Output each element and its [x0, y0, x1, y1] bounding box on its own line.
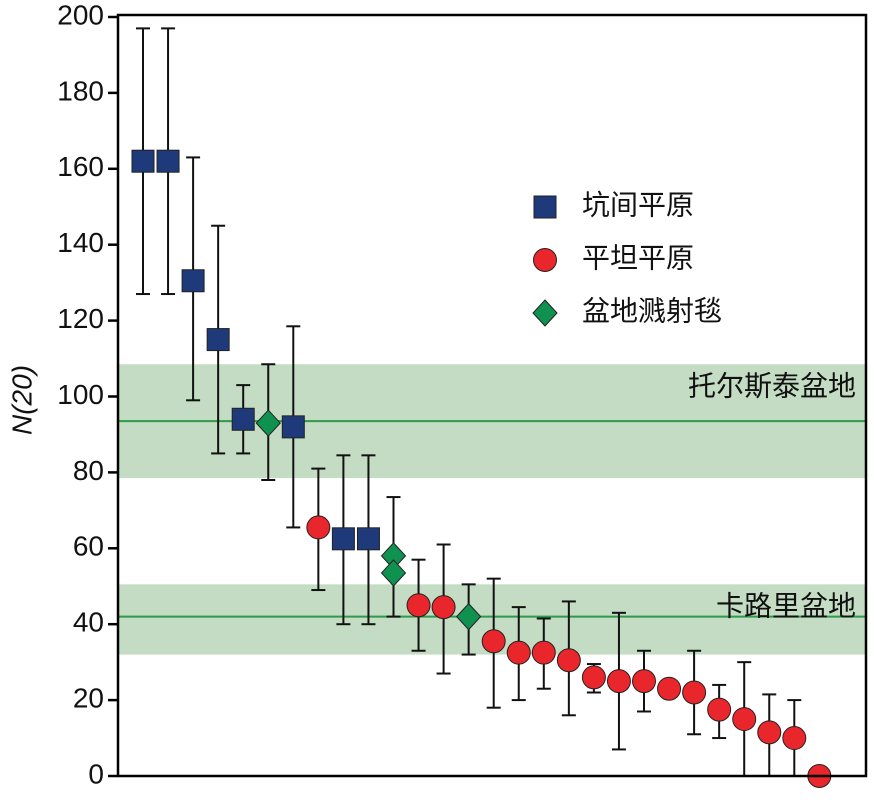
point [431, 595, 456, 620]
point [531, 640, 556, 665]
y-tick-label: 60 [73, 531, 104, 562]
legend-label: 平坦平原 [582, 242, 694, 273]
point [131, 149, 155, 173]
point [406, 593, 431, 618]
band-label: 卡路里盆地 [716, 591, 856, 622]
point [757, 720, 782, 745]
point [331, 527, 355, 551]
legend-label: 盆地溅射毯 [582, 295, 722, 326]
y-tick-label: 180 [57, 75, 104, 106]
legend-marker [532, 299, 558, 327]
legend-label: 坑间平原 [582, 189, 694, 220]
legend-marker [533, 195, 557, 219]
plot-frame [116, 13, 868, 778]
point [657, 676, 682, 701]
y-tick-label: 160 [57, 151, 104, 182]
y-tick-label: 100 [57, 379, 104, 410]
point [506, 640, 531, 665]
point [556, 648, 581, 673]
point [356, 527, 380, 551]
point [782, 726, 807, 751]
y-tick-label: 20 [73, 682, 104, 713]
y-axis-label: N(20) [6, 365, 37, 435]
point [481, 629, 506, 654]
point [306, 515, 331, 540]
band-label: 托尔斯泰盆地 [688, 371, 856, 402]
point [707, 697, 732, 722]
point [255, 409, 281, 437]
y-tick-label: 40 [73, 607, 104, 638]
point [682, 680, 707, 705]
point [606, 669, 631, 694]
point [281, 415, 305, 439]
point [181, 269, 205, 293]
y-tick-label: 120 [57, 303, 104, 334]
point [455, 602, 482, 631]
point [581, 665, 606, 690]
point [156, 149, 180, 173]
y-tick-label: 80 [73, 455, 104, 486]
legend-marker [533, 248, 557, 272]
point [231, 407, 255, 431]
y-tick-label: 0 [88, 758, 104, 789]
point [632, 669, 656, 694]
point [380, 559, 407, 587]
y-tick-label: 140 [57, 227, 104, 258]
point [732, 707, 757, 732]
point [206, 328, 230, 352]
y-tick-label: 200 [57, 0, 104, 30]
